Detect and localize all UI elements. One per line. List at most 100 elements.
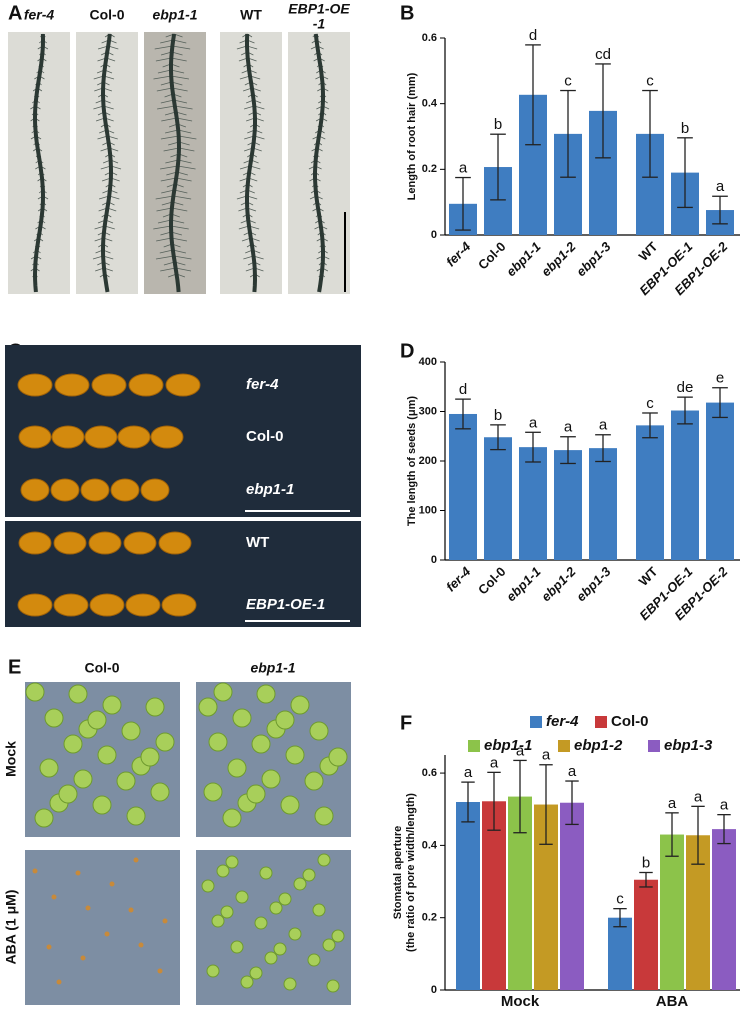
seedling — [254, 916, 268, 930]
bar — [560, 802, 584, 990]
y-tick-label: 0.4 — [422, 98, 438, 110]
root-hair — [154, 45, 173, 50]
x-tick-label: fer-4 — [443, 238, 474, 269]
error-bar — [613, 908, 627, 928]
y-axis-title: The length of seeds (μm) — [406, 396, 418, 527]
error-bar — [642, 89, 658, 178]
significance-letter: a — [720, 797, 729, 814]
seed — [46, 944, 52, 950]
seed-label: ebp1-1 — [246, 481, 294, 498]
root-hair — [155, 195, 174, 200]
x-tick-label: ebp1-3 — [573, 563, 614, 604]
seed — [80, 478, 110, 502]
bar — [456, 802, 480, 990]
error-bar — [677, 137, 693, 209]
photo-label: -1 — [313, 16, 326, 32]
panel-label: E — [8, 656, 21, 678]
panel-label: F — [400, 712, 412, 734]
y-axis-title: Stomatal aperture — [392, 826, 404, 920]
bar — [712, 829, 736, 990]
error-bar — [712, 387, 728, 419]
seedling — [68, 684, 88, 704]
error-bar — [677, 396, 693, 425]
y-tick-label: 0.4 — [422, 839, 438, 851]
y-tick-label: 0.2 — [422, 163, 437, 175]
seed — [85, 905, 91, 911]
x-tick-label: ebp1-2 — [538, 563, 579, 604]
root-hair — [171, 207, 188, 212]
root-hair — [160, 39, 174, 44]
y-tick-label: 400 — [419, 356, 437, 368]
significance-letter: b — [642, 854, 650, 871]
significance-letter: a — [599, 417, 608, 434]
seed — [91, 373, 127, 397]
bar — [608, 917, 632, 990]
root — [245, 33, 258, 293]
seedling — [102, 695, 122, 715]
bar — [636, 425, 664, 560]
panel-label: B — [400, 2, 414, 24]
seedling — [328, 747, 348, 767]
seed — [157, 968, 163, 974]
seedling — [198, 697, 218, 717]
seedling — [213, 682, 233, 702]
root-hair — [153, 225, 172, 230]
error-bar — [461, 781, 475, 823]
bar — [519, 447, 547, 560]
root-hair — [174, 189, 188, 194]
bar — [482, 801, 506, 990]
bar — [554, 450, 582, 560]
seed — [133, 857, 139, 863]
root-hair — [171, 75, 190, 80]
significance-letter: a — [716, 178, 725, 195]
seedling — [155, 732, 175, 752]
seed — [123, 531, 157, 555]
significance-letter: de — [677, 379, 694, 396]
error-bar — [487, 771, 501, 831]
error-bar — [525, 44, 541, 146]
photo-label: fer-4 — [24, 7, 55, 23]
seedling — [225, 855, 239, 869]
error-bar — [513, 759, 527, 834]
error-bar — [565, 780, 579, 826]
seedling — [251, 734, 271, 754]
y-tick-label: 0.6 — [422, 32, 437, 44]
seedling — [58, 784, 78, 804]
root — [168, 33, 182, 293]
root-hair — [156, 87, 173, 92]
root — [313, 33, 325, 293]
panel-label: D — [400, 340, 414, 362]
seed — [138, 942, 144, 948]
root-hair — [155, 255, 174, 260]
x-tick-label: WT — [636, 239, 661, 264]
column-label: ebp1-1 — [250, 660, 295, 676]
seedling — [246, 784, 266, 804]
seedling — [302, 868, 316, 882]
seed — [89, 593, 125, 617]
root-hair — [160, 135, 179, 140]
error-bar — [490, 133, 506, 201]
seed — [165, 373, 201, 397]
y-axis-title: Length of root hair (mm) — [406, 72, 418, 200]
seedling — [44, 708, 64, 728]
seed — [109, 881, 115, 887]
bar — [484, 437, 512, 560]
seedling — [201, 879, 215, 893]
root-hair — [176, 117, 193, 122]
root-hair — [165, 159, 179, 164]
legend-swatch — [595, 716, 607, 728]
seed — [104, 931, 110, 937]
seed — [50, 478, 80, 502]
seedling — [116, 771, 136, 791]
seedling — [283, 977, 297, 991]
y-tick-label: 300 — [419, 405, 437, 417]
legend-swatch — [530, 716, 542, 728]
root-hair — [175, 267, 192, 272]
seed — [32, 868, 38, 874]
error-bar — [560, 436, 576, 465]
seedling — [227, 758, 247, 778]
seedling — [307, 953, 321, 967]
significance-letter: cd — [595, 46, 611, 63]
root-hair — [170, 219, 185, 224]
